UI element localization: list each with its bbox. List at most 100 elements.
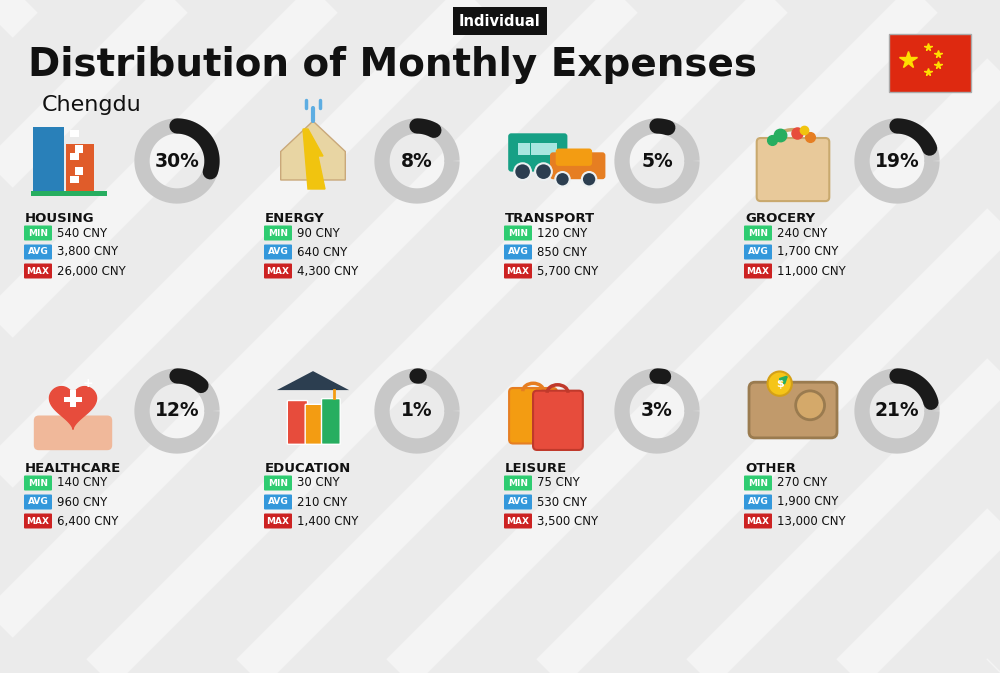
Text: GROCERY: GROCERY bbox=[745, 211, 815, 225]
FancyBboxPatch shape bbox=[531, 143, 544, 155]
FancyBboxPatch shape bbox=[518, 143, 530, 155]
Text: 530 CNY: 530 CNY bbox=[537, 495, 587, 509]
Text: 30%: 30% bbox=[155, 151, 199, 170]
Text: MAX: MAX bbox=[266, 267, 290, 275]
FancyBboxPatch shape bbox=[24, 513, 52, 528]
Text: 19%: 19% bbox=[875, 151, 919, 170]
FancyBboxPatch shape bbox=[264, 495, 292, 509]
Text: 1,400 CNY: 1,400 CNY bbox=[297, 514, 358, 528]
FancyBboxPatch shape bbox=[550, 152, 605, 179]
FancyBboxPatch shape bbox=[305, 404, 327, 444]
FancyBboxPatch shape bbox=[504, 495, 532, 509]
Text: 5,700 CNY: 5,700 CNY bbox=[537, 264, 598, 277]
FancyBboxPatch shape bbox=[544, 143, 557, 155]
Text: HEALTHCARE: HEALTHCARE bbox=[25, 462, 121, 474]
Text: OTHER: OTHER bbox=[745, 462, 796, 474]
FancyBboxPatch shape bbox=[744, 244, 772, 260]
Text: MAX: MAX bbox=[26, 267, 50, 275]
Text: 90 CNY: 90 CNY bbox=[297, 227, 340, 240]
Text: 5%: 5% bbox=[641, 151, 673, 170]
FancyBboxPatch shape bbox=[508, 133, 567, 172]
Text: MIN: MIN bbox=[748, 479, 768, 487]
Text: MIN: MIN bbox=[28, 479, 48, 487]
Circle shape bbox=[514, 164, 531, 180]
Text: 140 CNY: 140 CNY bbox=[57, 476, 107, 489]
FancyBboxPatch shape bbox=[24, 476, 52, 491]
Text: MAX: MAX bbox=[266, 516, 290, 526]
FancyBboxPatch shape bbox=[322, 398, 340, 444]
Text: 540 CNY: 540 CNY bbox=[57, 227, 107, 240]
Text: MIN: MIN bbox=[28, 229, 48, 238]
Circle shape bbox=[582, 172, 596, 186]
FancyBboxPatch shape bbox=[24, 225, 52, 240]
Text: 1,700 CNY: 1,700 CNY bbox=[777, 246, 838, 258]
Text: MIN: MIN bbox=[508, 229, 528, 238]
Text: Chengdu: Chengdu bbox=[42, 95, 142, 115]
FancyBboxPatch shape bbox=[33, 127, 64, 193]
FancyBboxPatch shape bbox=[75, 145, 83, 153]
Text: MAX: MAX bbox=[746, 267, 769, 275]
Text: 13,000 CNY: 13,000 CNY bbox=[777, 514, 846, 528]
Text: AVG: AVG bbox=[268, 248, 288, 256]
FancyBboxPatch shape bbox=[34, 415, 112, 450]
FancyBboxPatch shape bbox=[72, 153, 79, 160]
Text: 3,800 CNY: 3,800 CNY bbox=[57, 246, 118, 258]
Polygon shape bbox=[303, 129, 325, 189]
Text: 4,300 CNY: 4,300 CNY bbox=[297, 264, 358, 277]
Text: AVG: AVG bbox=[508, 248, 528, 256]
FancyBboxPatch shape bbox=[72, 130, 79, 137]
Text: $: $ bbox=[776, 379, 784, 388]
FancyBboxPatch shape bbox=[889, 34, 971, 92]
FancyBboxPatch shape bbox=[744, 225, 772, 240]
Text: MIN: MIN bbox=[268, 229, 288, 238]
Text: 21%: 21% bbox=[875, 402, 919, 421]
Text: 3%: 3% bbox=[641, 402, 673, 421]
Text: 8%: 8% bbox=[401, 151, 433, 170]
FancyBboxPatch shape bbox=[744, 513, 772, 528]
Circle shape bbox=[555, 172, 570, 186]
Text: 960 CNY: 960 CNY bbox=[57, 495, 107, 509]
Text: 640 CNY: 640 CNY bbox=[297, 246, 347, 258]
FancyBboxPatch shape bbox=[72, 176, 79, 183]
FancyBboxPatch shape bbox=[504, 476, 532, 491]
Text: AVG: AVG bbox=[28, 248, 48, 256]
Circle shape bbox=[768, 371, 792, 396]
FancyBboxPatch shape bbox=[556, 149, 592, 166]
FancyBboxPatch shape bbox=[66, 144, 94, 193]
FancyBboxPatch shape bbox=[504, 244, 532, 260]
Text: 120 CNY: 120 CNY bbox=[537, 227, 587, 240]
Text: MIN: MIN bbox=[748, 229, 768, 238]
Text: 11,000 CNY: 11,000 CNY bbox=[777, 264, 846, 277]
FancyBboxPatch shape bbox=[744, 264, 772, 279]
FancyBboxPatch shape bbox=[70, 153, 77, 160]
FancyBboxPatch shape bbox=[749, 382, 837, 438]
Text: AVG: AVG bbox=[508, 497, 528, 507]
Text: ENERGY: ENERGY bbox=[265, 211, 325, 225]
Text: HOUSING: HOUSING bbox=[25, 211, 95, 225]
Text: LEISURE: LEISURE bbox=[505, 462, 567, 474]
FancyBboxPatch shape bbox=[24, 264, 52, 279]
FancyBboxPatch shape bbox=[757, 138, 829, 201]
FancyBboxPatch shape bbox=[264, 225, 292, 240]
Text: 1%: 1% bbox=[401, 402, 433, 421]
Text: AVG: AVG bbox=[28, 497, 48, 507]
FancyBboxPatch shape bbox=[504, 513, 532, 528]
FancyBboxPatch shape bbox=[744, 476, 772, 491]
Text: Distribution of Monthly Expenses: Distribution of Monthly Expenses bbox=[28, 46, 757, 84]
Text: AVG: AVG bbox=[748, 248, 768, 256]
FancyBboxPatch shape bbox=[504, 225, 532, 240]
Text: 210 CNY: 210 CNY bbox=[297, 495, 347, 509]
Text: MAX: MAX bbox=[26, 516, 50, 526]
Text: 26,000 CNY: 26,000 CNY bbox=[57, 264, 126, 277]
FancyBboxPatch shape bbox=[264, 244, 292, 260]
Text: AVG: AVG bbox=[268, 497, 288, 507]
FancyBboxPatch shape bbox=[744, 495, 772, 509]
Text: MAX: MAX bbox=[507, 516, 530, 526]
FancyBboxPatch shape bbox=[24, 495, 52, 509]
FancyBboxPatch shape bbox=[287, 400, 308, 444]
FancyBboxPatch shape bbox=[24, 244, 52, 260]
Text: 30 CNY: 30 CNY bbox=[297, 476, 340, 489]
Polygon shape bbox=[277, 371, 349, 390]
FancyBboxPatch shape bbox=[504, 264, 532, 279]
FancyBboxPatch shape bbox=[509, 388, 557, 444]
